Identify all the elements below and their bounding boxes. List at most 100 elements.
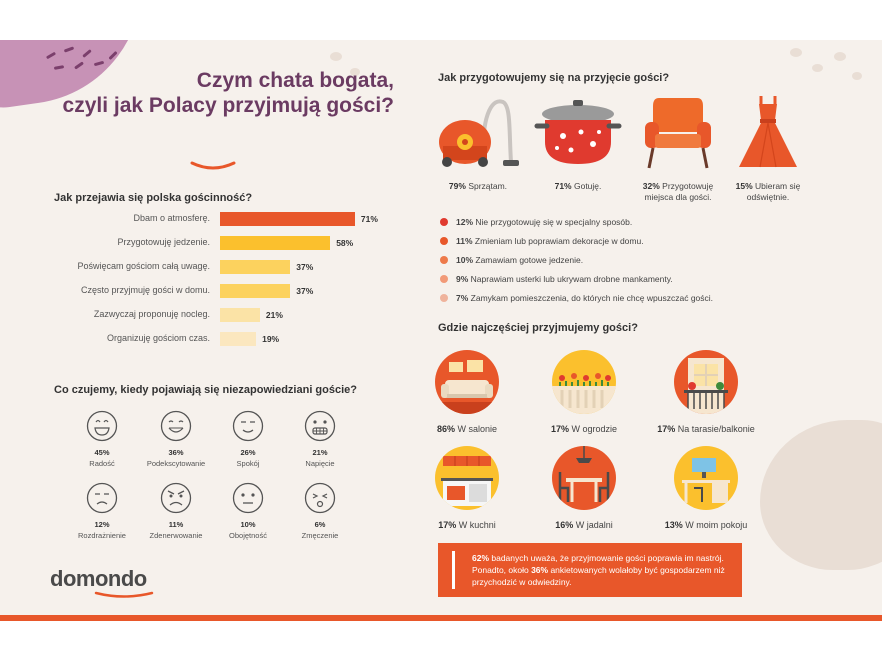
feeling-excitement: 36% Podekscytowanie	[136, 410, 216, 468]
room-pct: 17%	[438, 520, 457, 530]
feeling-pct: 10%	[240, 520, 256, 529]
room-pct: 13%	[664, 520, 683, 530]
callout-text: 62% badanych uważa, że przyjmowanie gośc…	[472, 552, 732, 588]
bullet-dot	[440, 236, 448, 245]
prepare-pct: 71%	[554, 181, 572, 191]
list-item: 12% Nie przygotowuję się w specjalny spo…	[440, 212, 713, 231]
feeling-anger: 11% Zdenerwowanie	[136, 482, 216, 540]
garden-icon	[552, 350, 616, 414]
feeling-joy: 45% Radość	[62, 410, 142, 468]
prepare-other-list: 12% Nie przygotowuję się w specjalny spo…	[440, 212, 713, 307]
vacuum-cleaner-icon	[439, 99, 519, 167]
room-text: W jadalni	[575, 520, 613, 530]
room-balcony: 17% Na tarasie/balkonie	[641, 350, 771, 434]
bar-row: Dbam o atmosferę. 71%	[30, 212, 390, 226]
bar-label: Często przyjmuję gości w domu.	[80, 285, 210, 295]
dress-icon	[739, 96, 797, 168]
feeling-pct: 6%	[314, 520, 326, 529]
grinning-face-icon	[160, 410, 192, 442]
bullet-dot	[440, 217, 448, 226]
calm-face-icon	[232, 410, 264, 442]
title-line-1: Czym chata bogata,	[196, 69, 394, 92]
prepare-item-seats: 32% Przygotowuję miejsca dla gości.	[628, 92, 728, 203]
page-title: Czym chata bogata, czyli jak Polacy przy…	[54, 68, 394, 118]
list-pct: 10%	[456, 254, 474, 265]
callout-text-1: badanych uważa, że przyjmowanie gości po…	[472, 553, 724, 575]
logo-swoosh-icon	[94, 591, 154, 598]
room-pct: 17%	[550, 424, 569, 434]
feeling-tiredness: 6% Zmęczenie	[280, 482, 360, 540]
prepare-pct: 15%	[735, 181, 753, 191]
tired-face-icon	[304, 482, 336, 514]
bedroom-desk-icon	[674, 446, 738, 510]
bar-value-label: 37%	[296, 262, 314, 272]
summary-callout: 62% badanych uważa, że przyjmowanie gośc…	[438, 543, 742, 597]
grimacing-face-icon	[304, 410, 336, 442]
room-text: Na tarasie/balkonie	[677, 424, 755, 434]
feeling-pct: 45%	[94, 448, 110, 457]
decorative-dot	[852, 72, 862, 80]
bar-label: Zazwyczaj proponuję nocleg.	[93, 309, 210, 319]
room-text: W salonie	[457, 424, 498, 434]
bar	[220, 212, 355, 226]
bar-value-label: 37%	[296, 286, 314, 296]
dining-room-icon	[552, 446, 616, 510]
decorative-dot	[790, 48, 802, 57]
bullet-dot	[440, 293, 448, 302]
callout-divider	[452, 551, 455, 589]
bar-value-label: 21%	[265, 310, 283, 320]
decorative-dot	[834, 52, 846, 61]
feeling-pct: 26%	[240, 448, 256, 457]
list-text: Nie przygotowuję się w specjalny sposób.	[475, 216, 633, 227]
bar-row: Przygotowuję jedzenie. 58%	[30, 236, 390, 250]
feeling-pct: 36%	[168, 448, 184, 457]
bottom-accent-bar	[0, 615, 882, 621]
list-text: Zamykam pomieszczenia, do których nie ch…	[470, 292, 714, 303]
bar-label: Dbam o atmosferę.	[133, 213, 210, 223]
callout-pct-2: 36%	[531, 565, 549, 575]
bar-row: Zazwyczaj proponuję nocleg. 21%	[30, 308, 390, 322]
bar	[220, 284, 291, 298]
feeling-label: Radość	[89, 459, 115, 468]
feeling-label: Zmęczenie	[301, 531, 339, 540]
angry-face-icon	[160, 482, 192, 514]
bar-row: Często przyjmuję gości w domu. 37%	[30, 284, 390, 298]
smile-swoosh-icon	[190, 161, 236, 170]
laughing-face-icon	[86, 410, 118, 442]
list-text: Zamawiam gotowe jedzenie.	[475, 254, 584, 265]
list-item: 11% Zmieniam lub poprawiam dekoracje w d…	[440, 231, 713, 250]
room-text: W ogrodzie	[571, 424, 618, 434]
bar-label: Organizuję gościom czas.	[106, 333, 210, 343]
title-line-2: czyli jak Polacy przyjmują gości?	[62, 94, 394, 117]
room-kitchen: 17% W kuchni	[402, 446, 532, 530]
bar	[220, 308, 260, 322]
kitchen-icon	[435, 446, 499, 510]
decorative-dot	[812, 64, 823, 72]
prepare-heading: Jak przygotowujemy się na przyjęcie gośc…	[438, 72, 670, 84]
bar	[220, 236, 331, 250]
feeling-label: Rozdrażnienie	[78, 531, 126, 540]
list-text: Zmieniam lub poprawiam dekoracje w domu.	[474, 235, 644, 246]
decorative-dot	[330, 52, 342, 61]
list-item: 10% Zamawiam gotowe jedzenie.	[440, 250, 713, 269]
callout-text-2: ankietowanych wolałoby być gospodarzem n…	[472, 565, 725, 587]
frowning-face-icon	[86, 482, 118, 514]
room-pct: 86%	[436, 424, 455, 434]
feeling-label: Podekscytowanie	[146, 459, 206, 468]
feeling-irritation: 12% Rozdrażnienie	[62, 482, 142, 540]
prepare-item-cooking: 71% Gotuję.	[528, 92, 628, 192]
list-item: 7% Zamykam pomieszczenia, do których nie…	[440, 288, 713, 307]
prepare-text: Sprzątam.	[468, 181, 508, 191]
feeling-calm: 26% Spokój	[208, 410, 288, 468]
prepare-pct: 32%	[642, 181, 660, 191]
list-pct: 7%	[456, 292, 469, 303]
bar-label: Poświęcam gościom całą uwagę.	[77, 261, 210, 271]
callout-pct-1: 62%	[472, 553, 490, 563]
feeling-label: Obojętność	[229, 531, 267, 540]
neutral-face-icon	[232, 482, 264, 514]
pot-icon	[534, 100, 622, 164]
bar-value-label: 71%	[360, 214, 378, 224]
feeling-pct: 11%	[168, 520, 184, 529]
bar-value-label: 19%	[262, 334, 280, 344]
living-room-icon	[435, 350, 499, 414]
